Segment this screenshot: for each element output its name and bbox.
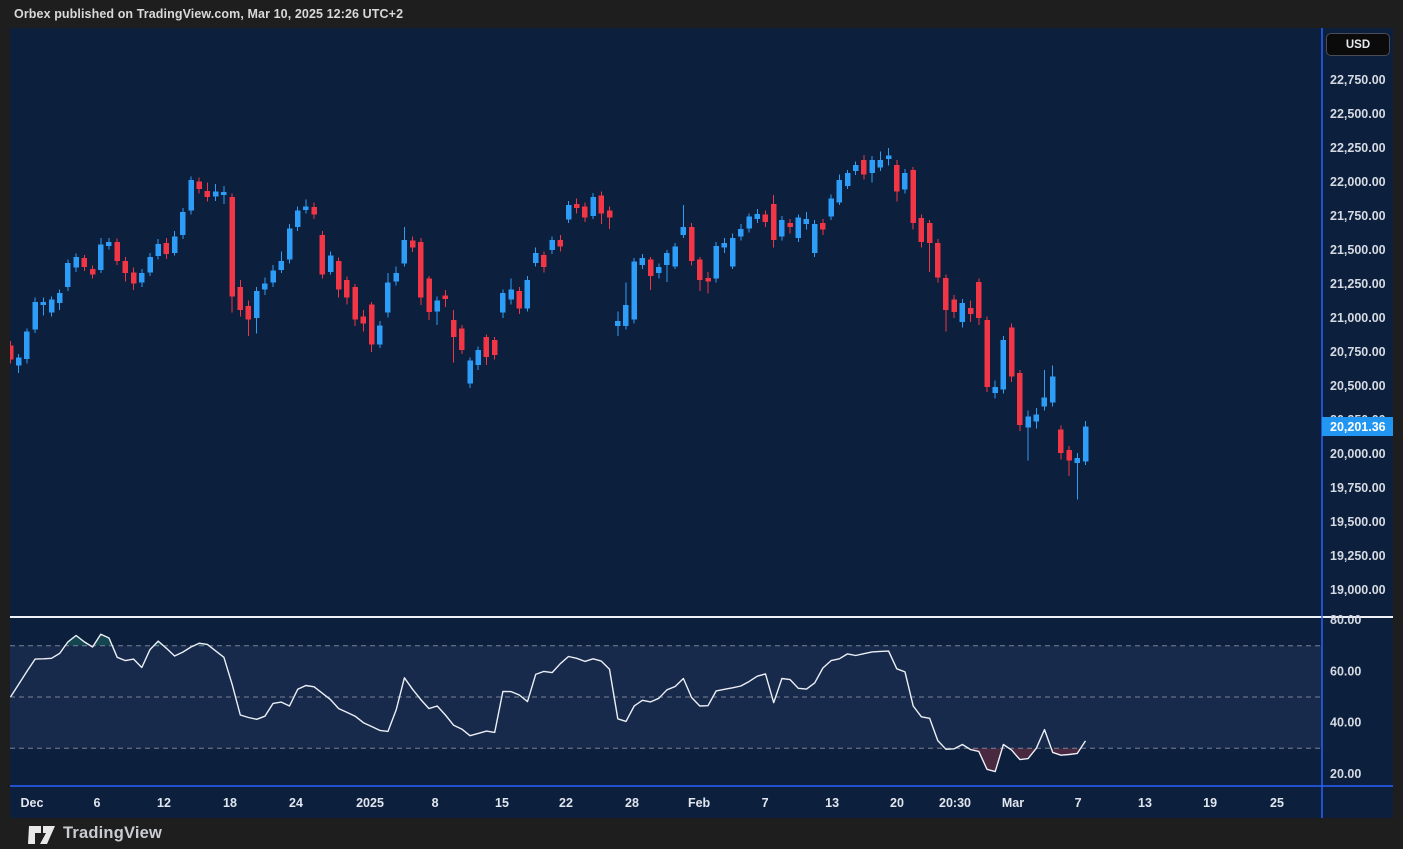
time-axis-labels[interactable]: Dec 6 12 18 24 2025 8 15 22 28 Feb 7 13 20 20:30 Mar 7 13… [21,796,1284,810]
svg-text:19,500.00: 19,500.00 [1330,515,1386,529]
svg-text:7: 7 [762,796,769,810]
svg-text:22: 22 [559,796,573,810]
svg-text:22,250.00: 22,250.00 [1330,141,1386,155]
svg-text:21,250.00: 21,250.00 [1330,277,1386,291]
svg-text:22,750.00: 22,750.00 [1330,73,1386,87]
rsi-axis-labels[interactable]: 80.00 60.00 40.00 20.00 [1330,613,1361,781]
tradingview-wordmark[interactable]: TradingView [63,824,163,842]
svg-text:20,500.00: 20,500.00 [1330,379,1386,393]
svg-text:25: 25 [1270,796,1284,810]
rsi-levels [10,645,1322,749]
svg-text:20,750.00: 20,750.00 [1330,345,1386,359]
svg-text:20:30: 20:30 [939,796,971,810]
rsi-band [10,645,1322,749]
last-price-label: 20,201.36 [1322,417,1393,437]
svg-text:19,000.00: 19,000.00 [1330,583,1386,597]
svg-text:24: 24 [289,796,303,810]
price-axis-labels[interactable]: 22,750.00 22,500.00 22,250.00 22,000.00 21,7… [1330,73,1386,597]
svg-text:Feb: Feb [688,796,711,810]
svg-text:13: 13 [825,796,839,810]
footer-bar: TradingView [0,818,1403,849]
publish-caption: Orbex published on TradingView.com, Mar … [14,7,404,21]
svg-text:19,250.00: 19,250.00 [1330,549,1386,563]
svg-text:6: 6 [94,796,101,810]
svg-text:7: 7 [1075,796,1082,810]
chart-area[interactable]: 22,750.00 22,500.00 22,250.00 22,000.00 21,7… [7,28,1393,818]
price-chart: 22,750.00 22,500.00 22,250.00 22,000.00 21,7… [7,28,1393,818]
svg-text:20.00: 20.00 [1330,767,1361,781]
svg-text:12: 12 [157,796,171,810]
svg-text:2025: 2025 [356,796,384,810]
rsi-line [9,633,1087,773]
svg-text:15: 15 [495,796,509,810]
svg-text:8: 8 [432,796,439,810]
svg-text:20: 20 [890,796,904,810]
header-bar: Orbex published on TradingView.com, Mar … [0,0,1403,28]
svg-text:21,750.00: 21,750.00 [1330,209,1386,223]
svg-text:19: 19 [1203,796,1217,810]
svg-text:13: 13 [1138,796,1152,810]
svg-text:22,000.00: 22,000.00 [1330,175,1386,189]
svg-text:Mar: Mar [1002,796,1024,810]
svg-text:22,500.00: 22,500.00 [1330,107,1386,121]
svg-text:19,750.00: 19,750.00 [1330,481,1386,495]
svg-text:21,500.00: 21,500.00 [1330,243,1386,257]
currency-button[interactable]: USD [1326,33,1390,56]
candles [7,148,1089,500]
svg-text:28: 28 [625,796,639,810]
svg-text:20,000.00: 20,000.00 [1330,447,1386,461]
tradingview-logo-icon[interactable] [28,823,56,845]
svg-text:80.00: 80.00 [1330,613,1361,627]
svg-text:Dec: Dec [21,796,44,810]
svg-text:18: 18 [223,796,237,810]
svg-text:21,000.00: 21,000.00 [1330,311,1386,325]
svg-text:40.00: 40.00 [1330,716,1361,730]
svg-text:60.00: 60.00 [1330,664,1361,678]
